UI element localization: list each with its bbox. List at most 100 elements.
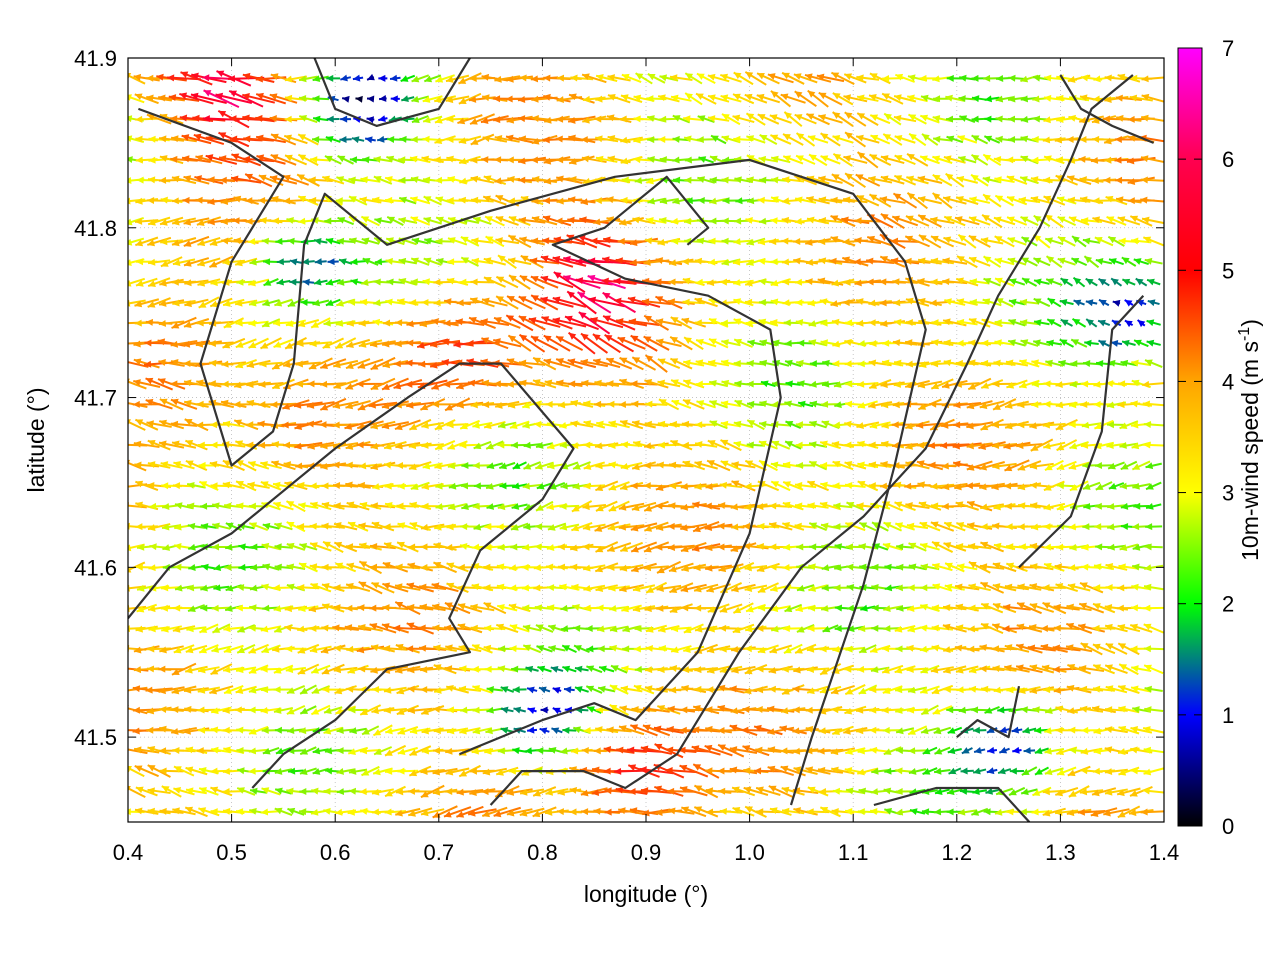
wind-arrow-head xyxy=(458,685,467,693)
wind-arrow-head xyxy=(630,335,639,343)
wind-arrow-head xyxy=(446,582,455,590)
wind-arrow-head xyxy=(411,116,420,124)
wind-arrow-head xyxy=(506,116,515,124)
wind-arrow-head xyxy=(236,481,244,488)
wind-arrow-head xyxy=(508,335,517,343)
wind-arrow-head xyxy=(552,255,561,263)
wind-arrow-head xyxy=(272,584,280,592)
wind-arrow-head xyxy=(234,706,242,714)
wind-arrow-head xyxy=(174,563,182,571)
wind-arrow-head xyxy=(570,74,578,82)
wind-arrow-head xyxy=(384,749,393,756)
wind-arrow-head xyxy=(274,807,283,815)
wind-arrow-head xyxy=(297,522,305,530)
wind-arrow-head xyxy=(286,217,294,224)
wind-arrow-head xyxy=(573,726,581,734)
wind-arrow-head xyxy=(336,237,345,245)
wind-arrow-head xyxy=(170,420,179,428)
wind-arrow-head xyxy=(407,562,416,570)
wind-arrow-head xyxy=(382,604,390,612)
wind-arrow-head xyxy=(431,383,440,390)
wind-arrow-head xyxy=(631,400,639,408)
wind-arrow-head xyxy=(248,747,257,755)
wind-arrow-head xyxy=(374,217,382,225)
wind-arrow-head xyxy=(148,258,156,266)
wind-arrow-head xyxy=(247,481,255,489)
wind-arrow-head xyxy=(495,237,503,245)
wind-arrow-head xyxy=(235,687,244,694)
wind-arrow-head xyxy=(411,237,420,245)
wind-arrow-head xyxy=(496,523,504,531)
wind-arrow-head xyxy=(242,114,250,122)
wind-arrow-head xyxy=(434,137,443,145)
wind-arrow-head xyxy=(136,543,145,551)
wind-arrow-head xyxy=(518,296,527,303)
wind-arrow-head xyxy=(148,135,156,143)
wind-arrow-head xyxy=(323,807,331,815)
wind-arrow-head xyxy=(210,279,218,287)
wind-arrow-head xyxy=(493,380,501,388)
wind-arrow-head xyxy=(459,770,468,777)
wind-arrow-head xyxy=(670,440,679,447)
wind-arrow-head xyxy=(196,400,204,408)
wind-arrow-head xyxy=(498,255,506,263)
wind-arrow-head xyxy=(569,787,578,794)
wind-arrow-head xyxy=(436,257,444,265)
wind-arrow-head xyxy=(198,807,207,814)
wind-arrow-head xyxy=(592,334,601,341)
wind-arrow-head xyxy=(147,196,155,204)
wind-arrow-head xyxy=(361,279,369,286)
wind-arrow-head xyxy=(133,646,142,654)
wind-arrow-head xyxy=(282,403,291,410)
wind-arrow-head xyxy=(144,360,152,368)
wind-arrow-head xyxy=(562,726,570,734)
wind-arrow-head xyxy=(586,665,595,673)
wind-arrow-head xyxy=(609,704,618,712)
wind-arrow-head xyxy=(546,584,555,592)
wind-arrow-head xyxy=(135,563,143,571)
wind-arrow-head xyxy=(509,624,518,631)
wind-arrow-head xyxy=(274,299,283,307)
wind-arrow-head xyxy=(196,219,205,226)
wind-arrow-head xyxy=(568,134,576,142)
wind-arrow-head xyxy=(453,341,461,348)
wind-arrow-head xyxy=(236,460,244,467)
wind-arrow-head xyxy=(483,644,492,652)
wind-arrow-head xyxy=(349,156,358,164)
wind-arrow-head xyxy=(233,195,242,203)
wind-arrow-head xyxy=(128,197,131,205)
wind-arrow-head xyxy=(567,291,575,299)
wind-arrow-head xyxy=(260,342,269,349)
wind-arrow-head xyxy=(173,604,181,612)
wind-arrow-head xyxy=(128,72,132,80)
wind-arrow-head xyxy=(269,175,278,182)
wind-arrow-head xyxy=(287,807,296,815)
wind-arrow-head xyxy=(509,584,517,592)
wind-arrow-head xyxy=(383,706,391,714)
wind-arrow-head xyxy=(435,237,443,245)
wind-arrow-head xyxy=(262,299,271,307)
wind-arrow-head xyxy=(461,503,469,511)
wind-arrow-head xyxy=(472,502,480,510)
wind-arrow-head xyxy=(433,278,441,286)
wind-arrow-head xyxy=(607,155,616,163)
wind-arrow-head xyxy=(367,95,375,103)
wind-arrow-head xyxy=(220,399,229,407)
wind-arrow-head xyxy=(346,501,355,509)
wind-arrow-head xyxy=(383,686,392,694)
wind-arrow-head xyxy=(658,625,666,633)
wind-arrow-head xyxy=(522,482,530,490)
wind-arrow-head xyxy=(646,95,654,103)
wind-arrow-head xyxy=(162,544,171,551)
wind-arrow-head xyxy=(263,279,272,286)
wind-arrow-head xyxy=(338,258,347,266)
wind-arrow-head xyxy=(481,337,490,344)
wind-arrow-head xyxy=(628,788,636,796)
wind-arrow-head xyxy=(645,626,654,633)
wind-arrow-head xyxy=(271,217,280,225)
wind-arrow-head xyxy=(285,154,293,162)
wind-arrow-head xyxy=(434,116,443,124)
wind-arrow-head xyxy=(445,404,453,411)
wind-arrow-head xyxy=(205,134,214,142)
wind-arrow-head xyxy=(629,807,638,815)
